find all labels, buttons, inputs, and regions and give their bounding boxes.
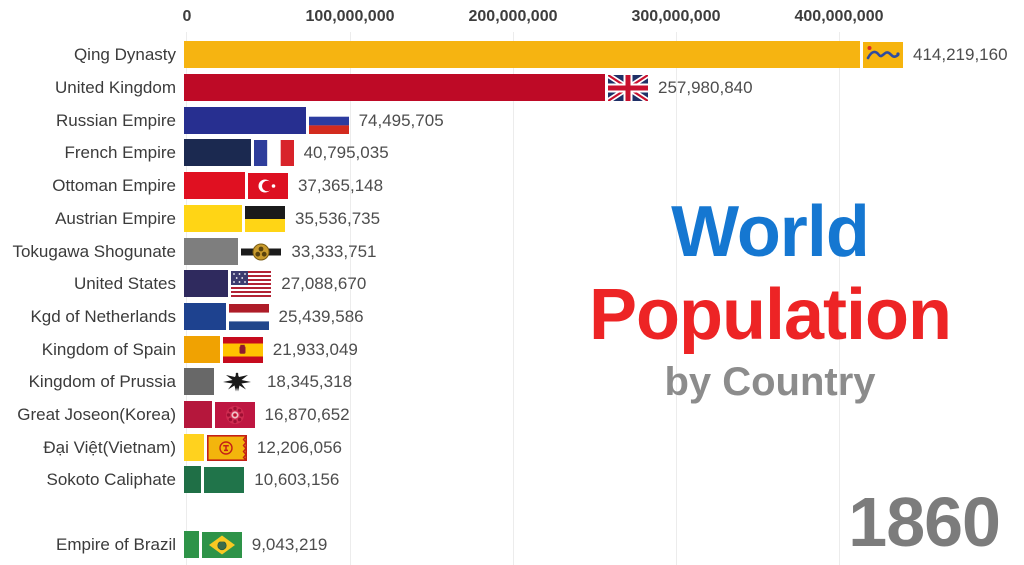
bar-row-tokugawa-shogunate: Tokugawa Shogunate 33,333,751 xyxy=(0,238,1024,265)
country-label: Tokugawa Shogunate xyxy=(12,241,176,261)
population-bar xyxy=(184,172,245,199)
gridline-0 xyxy=(186,32,187,565)
bar-row-russian-empire: Russian Empire 74,495,705 xyxy=(0,107,1024,134)
united-kingdom-flag-icon xyxy=(608,74,649,101)
bar-row-spain: Kingdom of Spain 21,933,049 xyxy=(0,336,1024,363)
gridline-400m xyxy=(839,32,840,565)
ottoman-empire-flag-icon xyxy=(247,172,288,199)
population-bar xyxy=(184,434,204,461)
country-label: Đại Việt(Vietnam) xyxy=(43,437,176,457)
bar-row-austrian-empire: Austrian Empire 35,536,735 xyxy=(0,205,1024,232)
axis-tick-100m: 100,000,000 xyxy=(305,8,395,25)
chart-title: World Population by Country xyxy=(560,190,980,406)
gridline-100m xyxy=(350,32,351,565)
brazil-flag-icon xyxy=(201,531,242,558)
country-label: Austrian Empire xyxy=(55,208,176,228)
bar-row-prussia: Kingdom of Prussia 18,345,318 xyxy=(0,368,1024,395)
population-bar xyxy=(184,368,214,395)
country-label: Kingdom of Spain xyxy=(41,339,176,359)
bar-row-french-empire: French Empire 40,795,035 xyxy=(0,139,1024,166)
population-bar xyxy=(184,531,199,558)
country-label: Qing Dynasty xyxy=(73,44,176,64)
population-bar xyxy=(184,107,306,134)
bar-row-united-states: United States 27,088,670 xyxy=(0,270,1024,297)
title-world: World xyxy=(671,192,870,272)
spain-flag-icon xyxy=(222,336,263,363)
population-bar xyxy=(184,336,220,363)
axis-tick-300m: 300,000,000 xyxy=(631,8,721,25)
population-bar xyxy=(184,401,212,428)
dai-viet-flag-icon xyxy=(206,434,247,461)
title-population: Population xyxy=(589,275,952,355)
great-joseon-flag-icon xyxy=(214,401,255,428)
bar-row-qing-dynasty: Qing Dynasty 414,219,160 xyxy=(0,41,1024,68)
value-label: 37,365,148 xyxy=(297,175,384,195)
value-label: 257,980,840 xyxy=(658,77,753,97)
austrian-empire-flag-icon xyxy=(244,205,285,232)
year-counter: 1860 xyxy=(848,483,1001,561)
population-bar xyxy=(184,270,229,297)
gridline-200m xyxy=(513,32,514,565)
country-label: United States xyxy=(73,273,176,293)
value-label: 33,333,751 xyxy=(291,241,377,261)
population-bar xyxy=(184,74,606,101)
axis-tick-200m: 200,000,000 xyxy=(468,8,558,25)
country-label: Ottoman Empire xyxy=(52,175,176,195)
value-label: 9,043,219 xyxy=(251,534,328,554)
value-label: 35,536,735 xyxy=(294,208,381,228)
country-label: Russian Empire xyxy=(56,110,176,130)
population-bar xyxy=(184,41,860,68)
value-label: 18,345,318 xyxy=(266,371,353,391)
population-bar xyxy=(184,466,202,493)
country-label: United Kingdom xyxy=(55,77,176,97)
bar-row-ottoman-empire: Ottoman Empire 37,365,148 xyxy=(0,172,1024,199)
value-label: 21,933,049 xyxy=(272,339,358,359)
population-bar xyxy=(184,238,239,265)
gridline-300m xyxy=(676,32,677,565)
value-label: 16,870,652 xyxy=(264,404,350,424)
axis-tick-0: 0 xyxy=(182,8,192,25)
value-label: 74,495,705 xyxy=(358,110,444,130)
axis-tick-400m: 400,000,000 xyxy=(794,8,884,25)
population-bar xyxy=(184,303,226,330)
prussia-flag-icon xyxy=(216,368,257,395)
title-by-country: by Country xyxy=(664,360,876,404)
country-label: Sokoto Caliphate xyxy=(46,469,176,489)
population-bar xyxy=(184,205,242,232)
sokoto-caliphate-flag-icon xyxy=(204,466,245,493)
value-label: 414,219,160 xyxy=(913,44,1008,64)
bar-row-united-kingdom: United Kingdom 257,980,840 xyxy=(0,74,1024,101)
value-label: 27,088,670 xyxy=(281,273,367,293)
population-bar xyxy=(184,139,251,166)
value-label: 12,206,056 xyxy=(256,437,342,457)
french-empire-flag-icon xyxy=(253,139,294,166)
bar-row-sokoto-caliphate: Sokoto Caliphate 10,603,156 xyxy=(0,466,1024,493)
bar-row-dai-viet: Đại Việt(Vietnam) 12,206,056 xyxy=(0,434,1024,461)
value-label: 25,439,586 xyxy=(278,306,364,326)
tokugawa-shogunate-flag-icon xyxy=(241,238,282,265)
country-label: Empire of Brazil xyxy=(56,534,176,554)
country-label: Kingdom of Prussia xyxy=(28,371,176,391)
united-states-flag-icon xyxy=(231,270,272,297)
country-label: French Empire xyxy=(64,142,176,162)
country-label: Kgd of Netherlands xyxy=(30,306,176,326)
bar-row-great-joseon: Great Joseon(Korea) 16,870,652 xyxy=(0,401,1024,428)
russian-empire-flag-icon xyxy=(308,107,349,134)
value-label: 10,603,156 xyxy=(254,469,340,489)
value-label: 40,795,035 xyxy=(303,142,389,162)
netherlands-flag-icon xyxy=(228,303,269,330)
country-label: Great Joseon(Korea) xyxy=(17,404,176,424)
bar-row-netherlands: Kgd of Netherlands 25,439,586 xyxy=(0,303,1024,330)
qing-dynasty-flag-icon xyxy=(863,41,903,68)
bar-row-empire-of-brazil: Empire of Brazil 9,043,219 xyxy=(0,531,1024,558)
